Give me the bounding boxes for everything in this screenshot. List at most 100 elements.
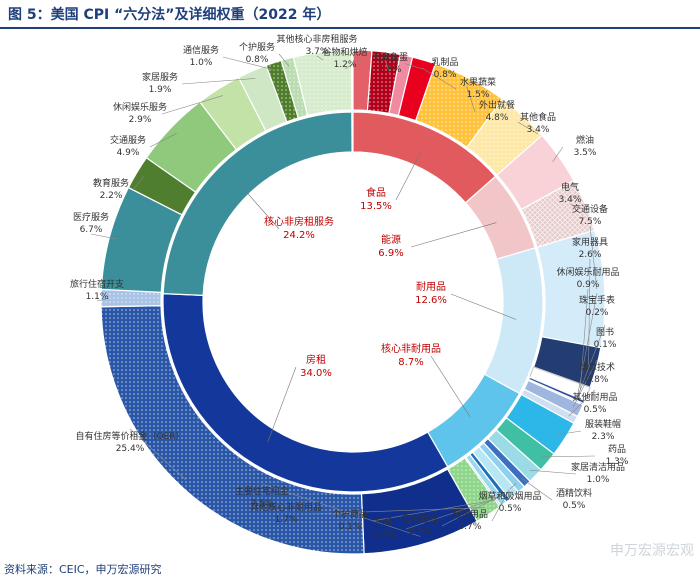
outer-label-玩具: 玩具 0.4% bbox=[373, 517, 396, 540]
outer-leader-个护商品 bbox=[371, 499, 496, 522]
outer-label-其他核心非耐用品: 其他核心非耐用品 1.7% bbox=[250, 501, 322, 525]
outer-leader-其他食品 bbox=[517, 121, 539, 135]
outer-label-酒精饮料: 酒精饮料 0.5% bbox=[556, 487, 592, 511]
outer-label-其他食品: 其他食品 3.4% bbox=[520, 111, 556, 135]
outer-leader-其他核心非耐用品 bbox=[307, 507, 485, 515]
outer-label-宠物用品: 宠物用品 0.7% bbox=[452, 508, 488, 532]
title-divider bbox=[0, 27, 700, 29]
outer-slice-pattern-其他食品 bbox=[466, 99, 543, 176]
outer-leader-家居服务 bbox=[181, 78, 256, 85]
outer-leader-医疗服务 bbox=[90, 233, 118, 240]
outer-label-肉禽鱼蛋: 肉禽鱼蛋 1.8% bbox=[372, 51, 408, 75]
outer-label-燃油: 燃油 3.5% bbox=[574, 134, 597, 158]
outer-label-家用器具: 家用器具 2.6% bbox=[572, 236, 608, 260]
outer-leader-自有住房等价租金-OER- bbox=[129, 428, 187, 481]
outer-leader-图书 bbox=[575, 324, 606, 402]
outer-leader-燃油 bbox=[552, 146, 564, 162]
outer-label-药品: 药品 1.3% bbox=[606, 444, 629, 467]
outer-label-教育服务: 教育服务 2.2% bbox=[93, 177, 129, 201]
watermark: 申万宏源宏观 bbox=[610, 543, 694, 559]
outer-leader-水果蔬菜 bbox=[421, 67, 457, 90]
inner-label-能源: 能源 6.9% bbox=[378, 233, 403, 259]
inner-labels: 食品 13.5% 能源 6.9% 耐用品 12.6% 核心非耐用品 8.7% 房租 34.0% 核心… bbox=[264, 186, 447, 379]
inner-label-核心非耐用品: 核心非耐用品 8.7% bbox=[381, 342, 441, 368]
chart-title: 图 5：美国 CPI “六分法”及详细权重（2022 年） bbox=[8, 7, 331, 23]
outer-label-图书: 图书 0.1% bbox=[594, 327, 617, 350]
source-note: 资料来源：CEIC，申万宏源研究 bbox=[4, 563, 162, 576]
outer-ring bbox=[100, 49, 606, 555]
outer-leader-交通设备 bbox=[589, 225, 597, 290]
outer-leader-外出就餐 bbox=[466, 85, 476, 113]
outer-label-服装鞋帽: 服装鞋帽 2.3% bbox=[585, 418, 621, 442]
outer-labels: 谷物和烘焙 1.2%肉禽鱼蛋 1.8% 乳制品 0.8%水果蔬菜 1.5%外出就餐 4.8%… bbox=[70, 33, 629, 540]
outer-leader-教育服务 bbox=[132, 176, 144, 191]
outer-leader-玩具 bbox=[405, 497, 499, 530]
outer-label-休闲娱乐耐用品: 休闲娱乐耐用品 0.9% bbox=[556, 266, 619, 290]
outer-slice-pattern-其他核心非耐用品 bbox=[447, 458, 500, 522]
outer-slice-pattern-通信服务 bbox=[266, 60, 299, 122]
outer-leader-其他耐用品 bbox=[568, 389, 596, 417]
outer-leader-宠物用品 bbox=[491, 489, 510, 522]
inner-label-食品: 食品 13.5% bbox=[360, 186, 392, 212]
outer-label-信息技术: 信息技术 0.8% bbox=[579, 361, 615, 385]
outer-leader-电气 bbox=[569, 203, 579, 209]
outer-label-窗帘地毯: 窗帘地毯 0.3% bbox=[402, 513, 438, 537]
outer-leader-信息技术 bbox=[572, 359, 598, 408]
outer-label-自有住房等价租金-OER-: 自有住房等价租金（OER） 25.4% bbox=[75, 430, 184, 454]
outer-label-家居服务: 家居服务 1.9% bbox=[142, 71, 178, 95]
inner-label-房租: 房租 34.0% bbox=[300, 353, 332, 379]
outer-slice-pattern-其他核心非房租服务 bbox=[293, 50, 352, 116]
inner-ring bbox=[162, 111, 544, 493]
outer-label-个护服务: 个护服务 0.8% bbox=[239, 41, 275, 65]
outer-label-休闲娱乐服务: 休闲娱乐服务 2.9% bbox=[113, 101, 167, 125]
outer-label-谷物和烘焙: 谷物和烘焙 1.2% bbox=[322, 46, 367, 70]
outer-slice-pattern-自有住房等价租金-OER- bbox=[101, 305, 365, 554]
outer-label-外出就餐: 外出就餐 4.8% bbox=[479, 99, 515, 123]
outer-label-旅行住宿开支: 旅行住宿开支 1.1% bbox=[70, 278, 124, 302]
outer-leader-肉禽鱼蛋 bbox=[384, 60, 391, 75]
outer-leader-休闲娱乐服务 bbox=[161, 95, 223, 115]
outer-label-医疗服务: 医疗服务 6.7% bbox=[73, 211, 109, 235]
outer-label-电气: 电气 3.4% bbox=[559, 181, 582, 205]
outer-label-个护商品: 个护商品 0.1% bbox=[332, 508, 368, 532]
outer-label-家居清洁用品: 家居清洁用品 1.0% bbox=[571, 461, 625, 485]
outer-slice-pattern-外出就餐 bbox=[415, 63, 503, 148]
outer-leader-酒精饮料 bbox=[521, 478, 553, 501]
outer-leader-乳制品 bbox=[404, 63, 424, 70]
inner-label-核心非房租服务: 核心非房租服务 24.2% bbox=[264, 215, 334, 241]
outer-leader-其他核心非房租服务 bbox=[316, 55, 324, 61]
outer-label-其他耐用品: 其他耐用品 0.5% bbox=[572, 391, 617, 415]
outer-leader-主要住宅租金 bbox=[261, 483, 421, 537]
inner-slice-核心非房租服务 bbox=[162, 111, 353, 297]
outer-slice-pattern-旅行住宿开支 bbox=[100, 289, 162, 307]
outer-slice-pattern-个护服务 bbox=[281, 57, 308, 118]
inner-leader-食品 bbox=[395, 152, 421, 201]
outer-leader-个护服务 bbox=[278, 53, 290, 67]
inner-leader-核心非耐用品 bbox=[430, 355, 471, 418]
outer-leader-家居清洁用品 bbox=[529, 469, 577, 475]
inner-label-耐用品: 耐用品 12.6% bbox=[415, 280, 447, 306]
outer-label-水果蔬菜: 水果蔬菜 1.5% bbox=[460, 76, 496, 100]
outer-slice-pattern-肉禽鱼蛋 bbox=[367, 50, 401, 114]
outer-label-烟草和吸烟用品: 烟草和吸烟用品 0.5% bbox=[478, 490, 541, 514]
outer-leader-旅行住宿开支 bbox=[96, 297, 110, 302]
inner-leader-房租 bbox=[267, 366, 297, 443]
inner-leader-耐用品 bbox=[450, 293, 517, 320]
outer-leader-服装鞋帽 bbox=[557, 430, 582, 435]
outer-leader-谷物和烘焙 bbox=[344, 57, 363, 70]
outer-label-珠宝手表: 珠宝手表 0.2% bbox=[579, 294, 615, 318]
outer-label-乳制品: 乳制品 0.8% bbox=[431, 56, 458, 80]
inner-leader-核心非房租服务 bbox=[239, 183, 280, 230]
outer-leader-通信服务 bbox=[222, 56, 277, 71]
outer-leader-家用器具 bbox=[588, 258, 591, 366]
outer-label-主要住宅租金: 主要住宅租金 7.5% bbox=[235, 485, 289, 509]
outer-label-其他核心非房租服务: 其他核心非房租服务 3.7% bbox=[276, 33, 357, 57]
outer-label-通信服务: 通信服务 1.0% bbox=[183, 44, 219, 68]
outer-leader-珠宝手表 bbox=[576, 292, 598, 399]
outer-label-交通设备: 交通设备 7.5% bbox=[572, 203, 608, 227]
leader-lines bbox=[90, 53, 606, 537]
outer-label-交通服务: 交通服务 4.9% bbox=[110, 134, 146, 158]
inner-leader-能源 bbox=[410, 222, 497, 248]
outer-leader-药品 bbox=[541, 455, 596, 458]
